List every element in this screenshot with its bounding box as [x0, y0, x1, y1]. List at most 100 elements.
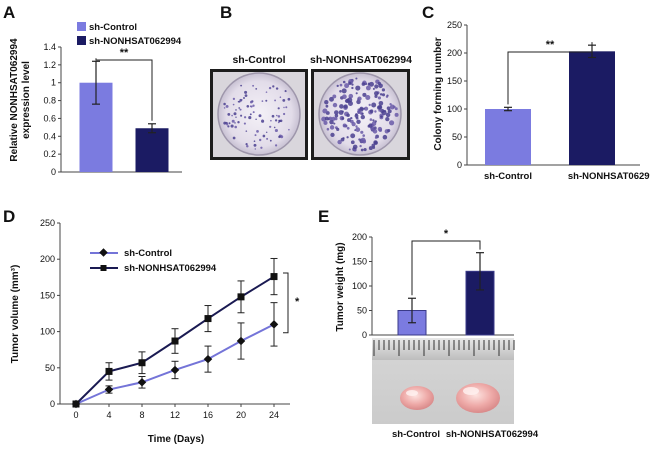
colony [230, 124, 234, 128]
significance-label: ** [120, 47, 129, 59]
colony [377, 126, 383, 132]
colony [275, 87, 279, 90]
colony [371, 143, 376, 148]
data-point [137, 378, 147, 387]
colony [274, 128, 278, 133]
colony [232, 136, 236, 140]
colony [348, 93, 354, 99]
data-point [171, 337, 179, 345]
colony [223, 107, 226, 109]
bar-1 [135, 128, 169, 172]
colony [332, 102, 338, 108]
data-point [204, 315, 212, 323]
colony [244, 90, 248, 94]
colony [243, 122, 246, 125]
colony [227, 125, 230, 128]
legend-label-sh-control: sh-Control [89, 22, 137, 33]
colony [243, 97, 245, 99]
y-tick-label: 150 [447, 76, 462, 86]
colony [323, 120, 328, 125]
colony [385, 116, 390, 122]
y-tick-label: 1 [51, 78, 56, 88]
colony [252, 84, 255, 87]
colony [368, 146, 373, 151]
significance-label: * [444, 228, 449, 240]
y-tick-label: 150 [40, 290, 55, 300]
colony [244, 94, 248, 97]
data-point [138, 359, 146, 367]
colony [378, 109, 381, 112]
colony [255, 87, 258, 90]
colony [243, 116, 247, 119]
y-tick-label: 1.2 [43, 60, 56, 70]
data-point [170, 365, 180, 375]
data-point [270, 273, 278, 281]
colony [256, 130, 259, 133]
y-tick-label: 1.4 [43, 42, 56, 52]
colony [346, 113, 350, 117]
tumor-label-sh-control: sh-Control [392, 429, 440, 440]
significance-bracket [283, 272, 289, 334]
panel-d-tumor-volume-chart: Tumor volume (mm³) Time (Days) sh-Contro… [10, 218, 300, 445]
bar-0 [485, 109, 531, 165]
data-point [104, 385, 114, 394]
colony [277, 107, 280, 110]
colony [374, 120, 377, 123]
colony [237, 100, 240, 103]
y-tick-label: 50 [357, 306, 367, 316]
bar-1 [569, 51, 615, 165]
colony [234, 125, 237, 129]
y-tick-label: 0.4 [43, 131, 56, 141]
colony [367, 82, 371, 85]
y-tick-label: 0 [51, 167, 56, 177]
colony [253, 140, 256, 143]
colony [350, 133, 356, 139]
y-tick-label: 0.8 [43, 96, 56, 106]
colony [253, 143, 257, 147]
colony [341, 117, 345, 120]
colony [361, 112, 364, 115]
colony [249, 113, 252, 116]
x-tick-label: 0 [73, 410, 78, 420]
significance-bracket [95, 58, 153, 121]
colony [389, 120, 395, 126]
colony [277, 115, 281, 118]
colony [362, 134, 366, 137]
colony [378, 83, 383, 89]
colony [282, 98, 286, 102]
colony [379, 93, 383, 96]
colony [233, 112, 237, 116]
colony [361, 82, 366, 86]
y-tick-label: 100 [40, 327, 55, 337]
dish-control [217, 72, 301, 156]
colony [342, 94, 347, 100]
panel-label-a: A [3, 3, 15, 22]
y-tick-label: 250 [40, 218, 55, 228]
colony [342, 80, 346, 84]
colony [248, 116, 252, 120]
colony [371, 102, 377, 108]
colony [356, 119, 361, 125]
tumor-nonhsat [456, 383, 500, 413]
colony [272, 85, 275, 88]
colony [355, 113, 358, 116]
colony [232, 97, 236, 101]
colony [275, 144, 278, 147]
significance-label: ** [546, 39, 555, 51]
colony [223, 121, 227, 125]
colony [348, 81, 352, 86]
y-tick-label: 50 [45, 363, 55, 373]
colony [232, 103, 235, 106]
colony [269, 125, 272, 128]
colony [326, 127, 330, 131]
x-tick-label: 20 [236, 410, 246, 420]
colony [279, 96, 282, 98]
y-tick-label: 200 [352, 232, 367, 242]
colony [371, 124, 375, 127]
colony [369, 118, 373, 121]
colony [246, 104, 250, 108]
colony [347, 118, 351, 123]
colony [239, 108, 242, 111]
colony [238, 107, 241, 109]
colony [331, 116, 336, 121]
